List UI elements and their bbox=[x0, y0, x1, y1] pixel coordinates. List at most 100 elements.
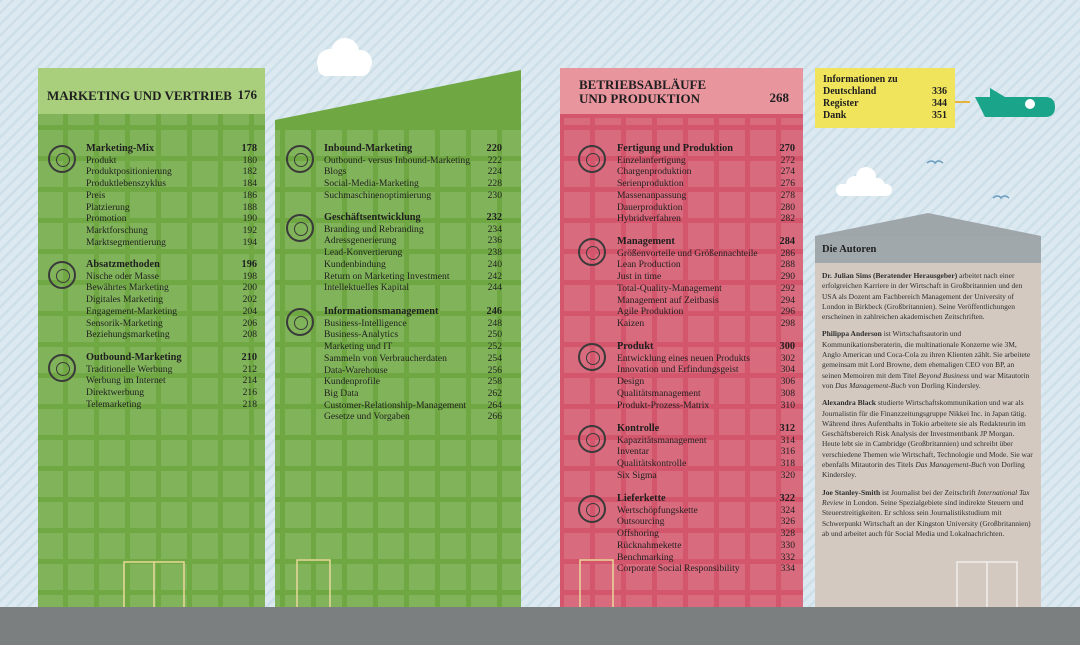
group: Outbound-Marketing 210 Traditionelle Werbu… bbox=[86, 352, 257, 411]
entry-label: Produktpositionierung bbox=[86, 166, 172, 178]
entry-page: 224 bbox=[487, 166, 502, 178]
entry-page: 240 bbox=[487, 258, 502, 270]
entry-label: Adressgenerierung bbox=[324, 235, 397, 247]
info-row: Informationen zu Deutschland 336 bbox=[823, 74, 947, 98]
toc-entry: Offshoring 328 bbox=[617, 528, 795, 540]
entry-page: 324 bbox=[780, 504, 795, 516]
entry-label: Social-Media-Marketing bbox=[324, 178, 419, 190]
entry-page: 332 bbox=[780, 551, 795, 563]
toc-entry: Hybridverfahren 282 bbox=[617, 213, 795, 225]
entry-page: 296 bbox=[780, 306, 795, 318]
entry-page: 314 bbox=[780, 434, 795, 446]
toc-entry: Einzelanfertigung 272 bbox=[617, 155, 795, 167]
group: Lieferkette 322 Wertschöpfungskette 324 Outs… bbox=[617, 493, 795, 575]
bio-text: von Dorling Kindersley. bbox=[906, 380, 981, 390]
toc-entry: Produkt 180 bbox=[86, 155, 257, 167]
toc-entry: Platzierung 188 bbox=[86, 202, 257, 214]
entry-page: 190 bbox=[242, 213, 257, 225]
entry-label: Nische oder Masse bbox=[86, 270, 159, 282]
entry-page: 250 bbox=[487, 329, 502, 341]
entry-page: 266 bbox=[487, 411, 502, 423]
entry-page: 216 bbox=[242, 387, 257, 399]
toc-entry: Suchmaschinenoptimierung 230 bbox=[324, 190, 502, 202]
entry-page: 320 bbox=[780, 469, 795, 481]
bio-text: studierte Wirtschaftskommunikation und w… bbox=[822, 398, 1033, 470]
group-title: Produkt bbox=[617, 341, 654, 352]
group: Informationsmanagement 246 Business-Intell… bbox=[324, 306, 502, 423]
entry-label: Qualitätsmanagement bbox=[617, 387, 701, 399]
toc-entry: Produktpositionierung 182 bbox=[86, 166, 257, 178]
toc-entry: Promotion 190 bbox=[86, 213, 257, 225]
entry-page: 280 bbox=[780, 201, 795, 213]
bio-text: Das Management-Buch bbox=[835, 380, 907, 390]
entry-label: Data-Warehouse bbox=[324, 364, 388, 376]
bio-text: International Tax Review bbox=[822, 487, 1030, 507]
entry-label: Digitales Marketing bbox=[86, 294, 163, 306]
entry-label: Return on Marketing Investment bbox=[324, 270, 450, 282]
entry-label: Beziehungsmarketing bbox=[86, 329, 170, 341]
entry-page: 274 bbox=[780, 166, 795, 178]
toc-entry: Bewährtes Marketing 200 bbox=[86, 282, 257, 294]
entry-page: 264 bbox=[487, 399, 502, 411]
toc-entry: Qualitätsmanagement 308 bbox=[617, 388, 795, 400]
toc-entry: Sensorik-Marketing 206 bbox=[86, 318, 257, 330]
entry-page: 318 bbox=[780, 458, 795, 470]
author-bio: Philippa Anderson ist Wirtschaftsautorin… bbox=[822, 329, 1034, 391]
entry-page: 252 bbox=[487, 341, 502, 353]
bio-text: Das Management-Buch bbox=[915, 460, 987, 470]
toc-entry: Gesetze und Vorgaben 266 bbox=[324, 411, 502, 423]
group-page: 322 bbox=[779, 493, 795, 504]
toc-entry: Massenanpassung 278 bbox=[617, 190, 795, 202]
entry-label: Platzierung bbox=[86, 201, 130, 213]
toc-entry: Lean Production 288 bbox=[617, 259, 795, 271]
toc-entry: Adressgenerierung 236 bbox=[324, 235, 502, 247]
group-header: Informationsmanagement 246 bbox=[324, 306, 502, 318]
entry-page: 276 bbox=[780, 178, 795, 190]
group-page: 210 bbox=[241, 352, 257, 363]
entry-label: Wertschöpfungskette bbox=[617, 504, 698, 516]
entry-page: 306 bbox=[780, 376, 795, 388]
entry-page: 202 bbox=[242, 294, 257, 306]
entry-label: Werbung im Internet bbox=[86, 375, 166, 387]
entry-page: 292 bbox=[780, 282, 795, 294]
entry-label: Preis bbox=[86, 189, 106, 201]
group-page: 312 bbox=[779, 423, 795, 434]
group-title: Fertigung und Produktion bbox=[617, 143, 733, 154]
info-page: 344 bbox=[932, 98, 947, 109]
entry-page: 288 bbox=[780, 259, 795, 271]
entry-page: 180 bbox=[242, 154, 257, 166]
toc-entry: Marktsegmentierung 194 bbox=[86, 237, 257, 249]
group-title: Lieferkette bbox=[617, 493, 666, 504]
entry-page: 212 bbox=[242, 363, 257, 375]
entry-label: Six Sigma bbox=[617, 469, 657, 481]
group-page: 232 bbox=[486, 212, 502, 223]
toc-entry: Inventar 316 bbox=[617, 446, 795, 458]
entry-label: Just in time bbox=[617, 271, 662, 283]
entry-label: Outbound- versus Inbound-Marketing bbox=[324, 154, 471, 166]
toc-entry: Big Data 262 bbox=[324, 388, 502, 400]
entry-label: Produkt bbox=[86, 154, 117, 166]
group: Management 284 Größenvorteile und Größenna… bbox=[617, 236, 795, 330]
toc-entry: Produkt-Prozess-Matrix 310 bbox=[617, 400, 795, 412]
entry-page: 258 bbox=[487, 376, 502, 388]
group-icon bbox=[286, 214, 314, 242]
toc-entry: Marktforschung 192 bbox=[86, 225, 257, 237]
bio-text: arbeitet nach einer erfolgreichen Karrie… bbox=[822, 271, 1023, 322]
toc-entry: Beziehungsmarketing 208 bbox=[86, 329, 257, 341]
entry-label: Business-Analytics bbox=[324, 329, 399, 341]
entry-label: Blogs bbox=[324, 166, 347, 178]
bio-text: von Dorling Kindersley. bbox=[822, 460, 1025, 480]
entry-label: Total-Quality-Management bbox=[617, 282, 722, 294]
group-page: 270 bbox=[779, 143, 795, 154]
entry-label: Suchmaschinenoptimierung bbox=[324, 189, 432, 201]
entry-label: Kapazitätsmanagement bbox=[617, 434, 707, 446]
group: Geschäftsentwicklung 232 Branding und Rebr… bbox=[324, 212, 502, 294]
group: Produkt 300 Entwicklung eines neuen Produk… bbox=[617, 341, 795, 411]
entry-label: Benchmarking bbox=[617, 551, 674, 563]
entry-page: 328 bbox=[780, 528, 795, 540]
bio-text: in London. Seine Spezialgebiete sind ind… bbox=[822, 497, 1031, 538]
group-icon bbox=[578, 495, 606, 523]
toc-entry: Engagement-Marketing 204 bbox=[86, 306, 257, 318]
entry-label: Chargenproduktion bbox=[617, 166, 692, 178]
